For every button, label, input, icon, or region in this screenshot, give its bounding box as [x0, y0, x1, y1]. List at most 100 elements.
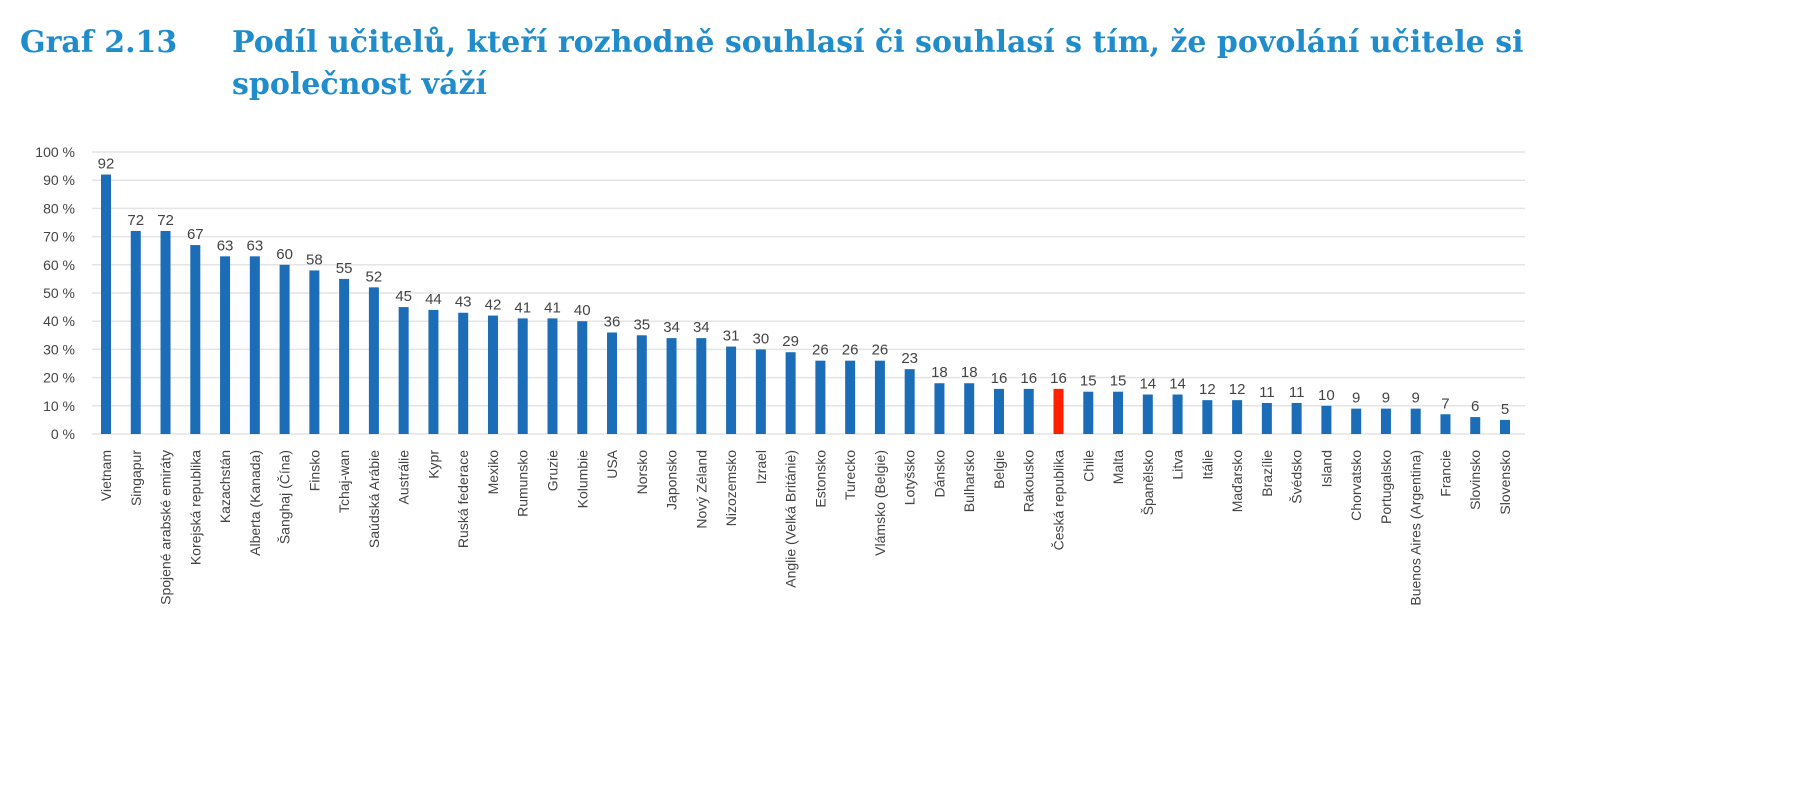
- data-label: 11: [1259, 384, 1275, 401]
- data-label: 34: [693, 319, 710, 336]
- figure-number: Graf 2.13: [20, 25, 178, 60]
- x-tick-label: Nizozemsko: [723, 450, 739, 526]
- bar: [1053, 388, 1064, 434]
- x-tick-label: Chile: [1080, 450, 1096, 482]
- data-label: 26: [812, 342, 829, 359]
- data-label: 6: [1471, 398, 1479, 415]
- x-tick-label: Anglie (Velká Británie): [783, 450, 799, 588]
- bar: [1500, 419, 1510, 434]
- x-tick-label: Austrálie: [396, 450, 412, 505]
- data-label: 9: [1382, 390, 1390, 407]
- x-tick-label: Kolumbie: [574, 450, 590, 509]
- data-label: 16: [991, 370, 1008, 387]
- x-tick-label: Litva: [1170, 450, 1186, 480]
- bar: [458, 312, 469, 434]
- x-tick-label: Kazachstán: [217, 450, 233, 523]
- data-label: 63: [217, 237, 234, 254]
- y-tick-label: 20 %: [43, 370, 75, 386]
- bar: [755, 349, 766, 434]
- y-tick-label: 100 %: [35, 144, 75, 160]
- y-tick-label: 60 %: [43, 257, 75, 273]
- x-tick-label: Brazílie: [1259, 450, 1275, 497]
- bar: [339, 278, 350, 434]
- bar: [1440, 414, 1451, 434]
- bar: [1202, 400, 1213, 434]
- bar: [1172, 394, 1183, 434]
- bar: [398, 307, 409, 434]
- x-tick-label: Gruzie: [544, 450, 560, 491]
- x-tick-label: Belgie: [991, 450, 1007, 489]
- x-tick-label: Portugalsko: [1378, 450, 1394, 524]
- bar: [190, 245, 201, 434]
- bar: [368, 287, 379, 434]
- x-tick-label: USA: [604, 449, 620, 478]
- bar: [815, 360, 826, 434]
- data-label: 23: [901, 350, 918, 367]
- x-tick-label: Izrael: [753, 450, 769, 484]
- x-tick-label: Francie: [1437, 450, 1453, 497]
- data-label: 15: [1080, 373, 1097, 390]
- data-label: 14: [1139, 376, 1156, 393]
- bar: [1083, 391, 1094, 434]
- bar: [1113, 391, 1124, 434]
- bar: [249, 256, 260, 434]
- x-tick-label: Island: [1318, 450, 1334, 487]
- bar: [696, 338, 707, 434]
- bar: [874, 360, 885, 434]
- x-tick-label: Chorvatsko: [1348, 450, 1364, 521]
- bar: [666, 338, 677, 434]
- x-tick-label: Buenos Aires (Argentina): [1408, 450, 1424, 606]
- data-label: 44: [425, 291, 442, 308]
- data-label: 12: [1229, 381, 1246, 398]
- x-tick-label: Mexiko: [485, 450, 501, 495]
- bar: [964, 383, 975, 434]
- y-tick-label: 70 %: [43, 229, 75, 245]
- bar: [845, 360, 856, 434]
- bar: [1470, 417, 1481, 434]
- bar: [726, 346, 737, 434]
- data-label: 72: [127, 212, 144, 229]
- x-tick-label: Ruská federace: [455, 450, 471, 548]
- x-tick-label: Tchaj-wan: [336, 450, 352, 513]
- x-tick-label: Vlámsko (Belgie): [872, 450, 888, 556]
- bar: [1232, 400, 1243, 434]
- x-tick-label: Turecko: [842, 450, 858, 500]
- x-tick-label: Malta: [1110, 450, 1126, 484]
- bar: [1142, 394, 1153, 434]
- data-label: 11: [1289, 384, 1305, 401]
- y-tick-label: 80 %: [43, 200, 75, 216]
- x-tick-label: Dánsko: [931, 450, 947, 498]
- bar: [1291, 402, 1302, 434]
- data-label: 18: [961, 364, 978, 381]
- bar: [1023, 388, 1034, 434]
- x-tick-label: Nový Zéland: [693, 450, 709, 529]
- data-label: 26: [872, 342, 889, 359]
- data-label: 63: [246, 237, 263, 254]
- data-label: 92: [98, 156, 115, 173]
- x-tick-label: Vietnam: [98, 450, 114, 501]
- data-label: 30: [753, 330, 770, 347]
- data-label: 18: [931, 364, 948, 381]
- bar: [607, 332, 618, 434]
- x-tick-label: Alberta (Kanada): [247, 450, 263, 556]
- bar: [279, 264, 290, 434]
- bar: [577, 321, 588, 434]
- data-label: 67: [187, 226, 204, 243]
- figure-title: Podíl učitelů, kteří rozhodně souhlasí č…: [232, 25, 1524, 102]
- bar: [785, 352, 796, 434]
- data-label: 52: [366, 268, 383, 285]
- bar: [130, 230, 141, 434]
- bar: [1351, 408, 1362, 434]
- x-tick-label: Bulharsko: [961, 450, 977, 512]
- x-tick-label: Korejská republika: [187, 450, 203, 565]
- data-label: 31: [723, 328, 740, 345]
- x-tick-label: Finsko: [306, 450, 322, 491]
- bar: [934, 383, 945, 434]
- bar: [1380, 408, 1391, 434]
- data-label: 16: [1020, 370, 1037, 387]
- bar: [101, 174, 111, 434]
- data-label: 29: [782, 333, 799, 350]
- data-label: 43: [455, 294, 472, 311]
- x-tick-label: Norsko: [634, 450, 650, 495]
